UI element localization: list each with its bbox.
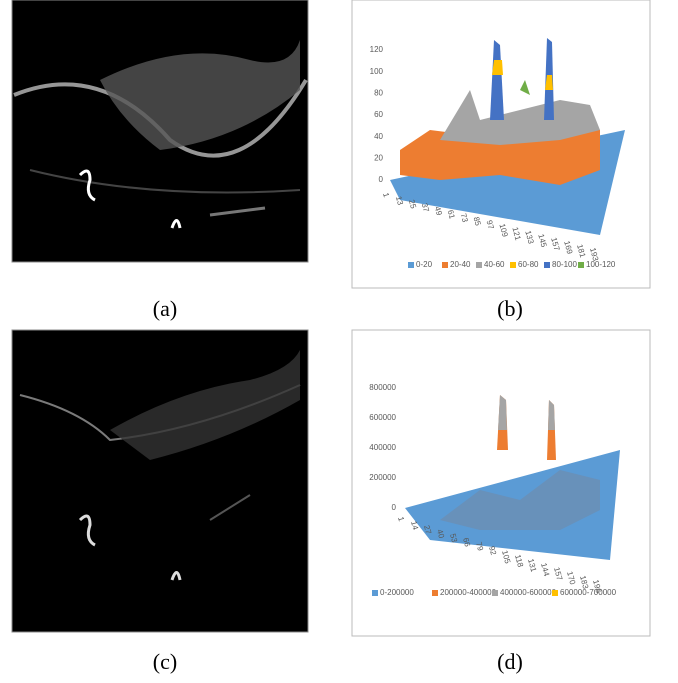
x-tick-label: 118 xyxy=(513,554,525,569)
y-tick-label: 40 xyxy=(374,132,383,141)
x-tick-label: 66 xyxy=(461,537,472,548)
x-tick-label: 85 xyxy=(472,216,483,227)
caption: (a) xyxy=(153,296,177,321)
x-tick-label: 105 xyxy=(500,549,512,565)
x-tick-label: 157 xyxy=(552,566,564,582)
legend-label: 0-20 xyxy=(416,260,433,269)
legend-swatch xyxy=(492,590,498,596)
caption: (b) xyxy=(497,296,523,321)
y-tick-label: 60 xyxy=(374,110,383,119)
x-tick-label: 181 xyxy=(575,243,587,259)
legend-label: 400000-600000 xyxy=(500,588,557,597)
x-tick-label: 14 xyxy=(409,520,420,531)
legend-label: 80-100 xyxy=(552,260,577,269)
legend-label: 100-120 xyxy=(586,260,616,269)
x-tick-label: 25 xyxy=(407,199,418,210)
y-tick-label: 80 xyxy=(374,88,383,97)
x-tick-label: 109 xyxy=(497,223,509,239)
x-tick-label: 37 xyxy=(420,202,431,213)
x-tick-label: 145 xyxy=(536,233,548,249)
y-tick-label: 800000 xyxy=(369,383,396,392)
x-tick-label: 92 xyxy=(487,545,498,556)
image-a xyxy=(11,0,309,263)
y-tick-label: 0 xyxy=(379,175,384,184)
y-tick-label: 120 xyxy=(370,45,384,54)
x-tick-label: 53 xyxy=(448,533,459,544)
x-tick-label: 61 xyxy=(446,209,457,220)
x-tick-label: 27 xyxy=(422,524,433,535)
x-tick-label: 144 xyxy=(539,562,551,578)
legend-swatch xyxy=(510,262,516,268)
legend-swatch xyxy=(552,590,558,596)
y-tick-label: 100 xyxy=(370,67,384,76)
y-tick-label: 600000 xyxy=(369,413,396,422)
x-tick-label: 40 xyxy=(435,528,446,539)
x-tick-label: 183 xyxy=(578,575,590,591)
legend-swatch xyxy=(578,262,584,268)
legend-swatch xyxy=(442,262,448,268)
legend-swatch xyxy=(476,262,482,268)
x-tick-label: 193 xyxy=(588,247,600,263)
x-tick-label: 157 xyxy=(549,236,561,252)
y-tick-label: 400000 xyxy=(369,443,396,452)
caption: (d) xyxy=(497,649,523,674)
x-tick-label: 170 xyxy=(565,570,577,586)
legend-label: 0-200000 xyxy=(380,588,414,597)
y-tick-label: 0 xyxy=(392,503,397,512)
legend-swatch xyxy=(432,590,438,596)
x-tick-label: 49 xyxy=(433,205,444,216)
legend-swatch xyxy=(372,590,378,596)
x-tick-label: 1 xyxy=(381,192,391,199)
x-tick-label: 13 xyxy=(394,195,405,206)
legend-swatch xyxy=(544,262,550,268)
legend-label: 60-80 xyxy=(518,260,539,269)
legend-label: 20-40 xyxy=(450,260,471,269)
legend-label: 200000-400000 xyxy=(440,588,497,597)
x-tick-label: 97 xyxy=(485,219,496,230)
surface-d xyxy=(405,395,620,560)
x-tick-label: 169 xyxy=(562,240,574,256)
x-tick-label: 131 xyxy=(526,558,538,574)
y-tick-label: 200000 xyxy=(369,473,396,482)
x-tick-label: 1 xyxy=(396,516,406,523)
image-c xyxy=(11,329,309,633)
x-tick-label: 196 xyxy=(591,579,603,595)
caption: (c) xyxy=(153,649,177,674)
x-tick-label: 73 xyxy=(459,212,470,223)
x-tick-label: 79 xyxy=(474,541,485,552)
x-tick-label: 133 xyxy=(523,230,535,246)
legend-swatch xyxy=(408,262,414,268)
legend-label: 40-60 xyxy=(484,260,505,269)
legend-label: 600000-700000 xyxy=(560,588,617,597)
surface-b xyxy=(390,38,625,235)
y-tick-label: 20 xyxy=(374,153,383,162)
x-tick-label: 121 xyxy=(510,226,522,242)
